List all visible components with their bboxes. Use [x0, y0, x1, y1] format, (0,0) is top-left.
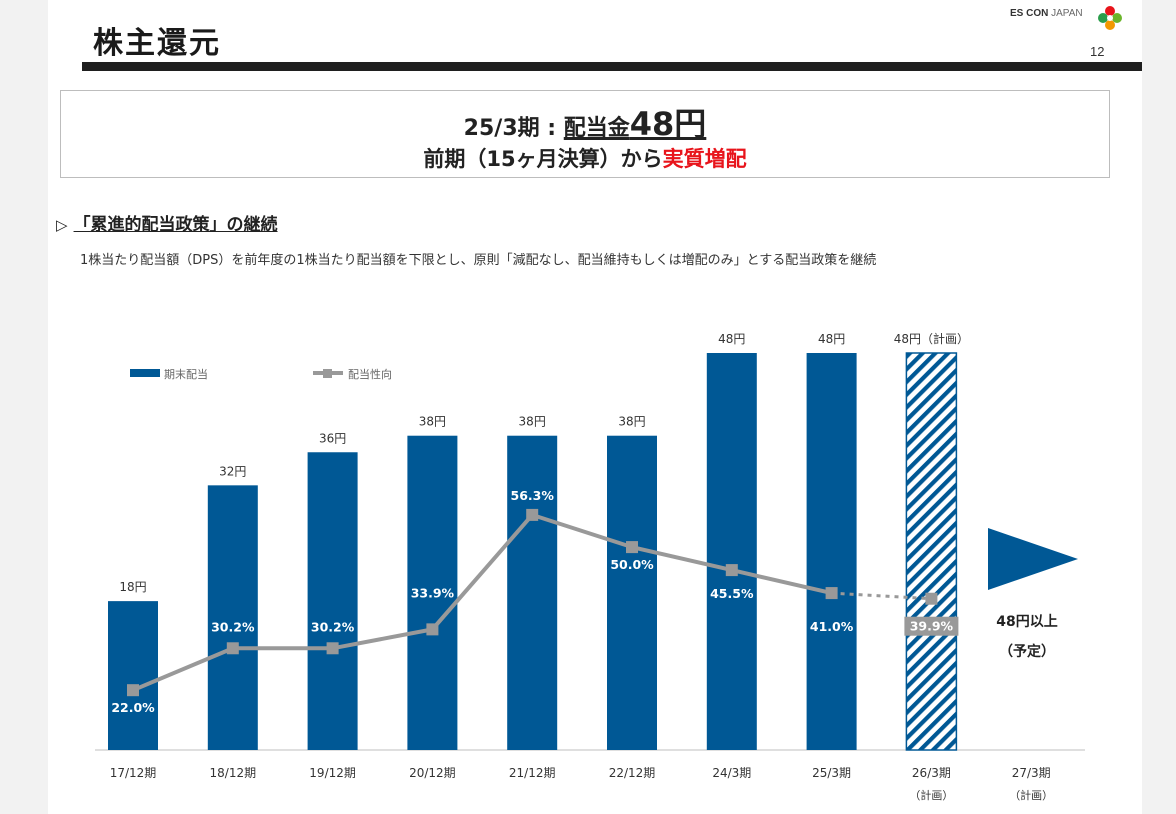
payout-marker: [426, 623, 439, 636]
payout-marker: [226, 642, 239, 655]
payout-plan-label-bg: [904, 616, 959, 636]
payout-marker: [825, 587, 838, 600]
bar-value-label: 18円: [119, 580, 146, 594]
x-tick-label: 21/12期: [509, 766, 556, 780]
bar-value-label: 38円: [519, 415, 546, 429]
bar-20/12期: [407, 435, 458, 750]
headline-period: 25/3期 :: [463, 116, 564, 141]
payout-value-label: 22.0%: [111, 700, 155, 715]
legend-bar-label: 期末配当: [164, 367, 208, 381]
section-description: 1株当たり配当額（DPS）を前年度の1株当たり配当額を下限とし、原則「減配なし、…: [80, 253, 877, 268]
x-tick-label: 17/12期: [110, 766, 157, 780]
legend-line-label: 配当性向: [348, 367, 392, 381]
bar-21/12期: [507, 435, 558, 750]
outlook-note: （予定）: [999, 643, 1055, 660]
payout-value-label: 33.9%: [411, 585, 455, 600]
bar-17/12期: [108, 601, 158, 750]
x-tick-sublabel: （計画）: [909, 788, 953, 802]
outlook-amount: 48円以上: [996, 614, 1057, 630]
bar-19/12期: [307, 452, 358, 750]
headline-increase: 実質増配: [662, 147, 747, 171]
legend-line-marker: [323, 369, 332, 378]
headline-box: 25/3期 : 配当金48円 前期（15ヶ月決算）から実質増配: [60, 90, 1110, 178]
bar-value-label: 48円: [718, 332, 745, 346]
headline-dividend-amount: 48円: [629, 105, 707, 143]
x-axis-ticks: 17/12期 18/12期 19/12期 20/12期 21/12期 22/12期 24/3…: [110, 766, 1053, 802]
x-tick-label: 22/12期: [609, 766, 656, 780]
bar-26/3期: [905, 352, 958, 751]
page-title: 株主還元: [93, 26, 221, 61]
payout-value-label: 56.3%: [511, 488, 555, 503]
section-heading: ▷ 「累進的配当政策」の継続: [56, 210, 278, 235]
payout-marker: [526, 508, 539, 521]
page-number: 12: [1090, 44, 1105, 59]
chart-legend: 期末配当 配当性向: [130, 367, 392, 381]
logo-flower-icon: [1098, 6, 1122, 30]
payout-marker: [626, 541, 638, 554]
payout-value-label: 50.0%: [610, 557, 654, 572]
payout-series: 22.0% 30.2% 30.2% 33.9% 56.3% 50.0% 45.5% 41.0%…: [111, 488, 959, 715]
outlook-arrow-icon: [988, 528, 1078, 590]
bar-series: 18円 32円 36円 38円 38円 38円 48円 48円 48円（計画）: [108, 331, 969, 751]
payout-marker: [326, 642, 339, 655]
payout-value-label: 30.2%: [211, 619, 255, 634]
x-tick-label: 20/12期: [409, 766, 456, 780]
section-title: 「累進的配当政策」の継続: [73, 215, 278, 235]
bar-18/12期: [207, 485, 258, 750]
payout-line-plan: [831, 591, 932, 601]
x-tick-label: 18/12期: [210, 766, 257, 780]
bar-value-label: 36円: [319, 431, 346, 445]
legend-bar-swatch: [130, 369, 160, 377]
x-tick-label: 24/3期: [712, 766, 751, 780]
bar-value-label: 38円: [419, 415, 446, 429]
x-tick-sublabel: （計画）: [1009, 788, 1053, 802]
bar-value-label: 48円: [818, 332, 845, 346]
title-divider: [82, 62, 1142, 71]
payout-marker: [127, 684, 139, 697]
headline-comparison: 前期（15ヶ月決算）から: [423, 147, 663, 171]
company-logo: ES CON JAPAN: [1010, 8, 1083, 19]
bar-25/3期: [806, 353, 857, 750]
payout-line: [132, 512, 833, 693]
headline-dividend-label: 配当金: [563, 116, 630, 141]
logo-brand-secondary: JAPAN: [1051, 8, 1083, 19]
bar-value-label: 48円（計画）: [894, 331, 969, 346]
headline-line-2: 前期（15ヶ月決算）から実質増配: [61, 143, 1109, 173]
payout-value-label: 39.9%: [910, 619, 954, 634]
x-tick-label: 25/3期: [812, 766, 851, 780]
bar-22/12期: [607, 435, 657, 750]
headline-line-1: 25/3期 : 配当金48円: [61, 99, 1109, 145]
bar-24/3期: [706, 353, 757, 750]
bar-value-label: 38円: [618, 415, 645, 429]
payout-value-label: 30.2%: [311, 619, 355, 634]
bar-value-label: 32円: [219, 464, 246, 478]
payout-marker: [925, 592, 938, 605]
logo-brand: ES CON: [1010, 8, 1049, 19]
x-tick-label: 27/3期: [1012, 766, 1051, 780]
x-tick-label: 26/3期: [912, 766, 951, 780]
section-arrow-icon: ▷: [56, 216, 68, 234]
x-tick-label: 19/12期: [309, 766, 356, 780]
payout-value-label: 41.0%: [810, 619, 854, 634]
payout-marker: [725, 564, 738, 577]
payout-value-label: 45.5%: [710, 586, 754, 601]
